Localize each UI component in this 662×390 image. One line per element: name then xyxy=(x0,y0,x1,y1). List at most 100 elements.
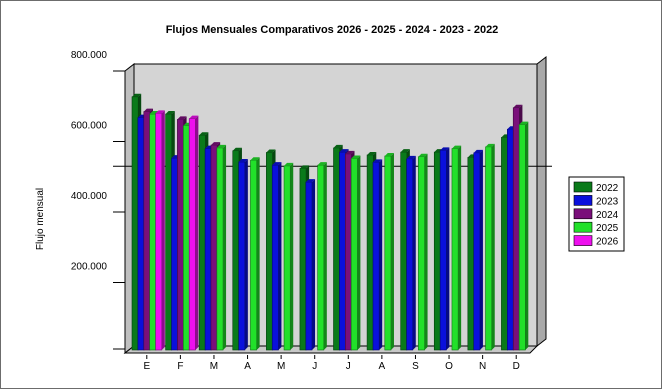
chart-title: Flujos Mensuales Comparativos 2026 - 202… xyxy=(166,24,499,36)
bar-top xyxy=(250,157,260,161)
bar-front xyxy=(439,150,447,351)
bar-2026-F xyxy=(188,115,199,351)
bar-front xyxy=(143,111,151,351)
legend-label-2024: 2024 xyxy=(596,210,619,221)
bar-side xyxy=(491,143,495,350)
bar-2025-M xyxy=(283,162,294,351)
x-tick-label: E xyxy=(143,361,150,372)
bar-top xyxy=(232,147,242,151)
y-axis-label: Flujo mensual xyxy=(35,188,46,250)
right-wall xyxy=(536,55,547,348)
bar-2025-A xyxy=(250,157,260,351)
bar-front xyxy=(406,158,414,351)
bar-top xyxy=(155,110,165,114)
legend-label-2026: 2026 xyxy=(596,237,619,248)
bar-front xyxy=(155,113,163,351)
bar-2023-A xyxy=(372,159,383,351)
bar-top xyxy=(177,116,187,120)
bar-top xyxy=(485,143,495,147)
bar-top xyxy=(238,158,248,162)
bar-front xyxy=(518,124,526,351)
bar-top xyxy=(317,162,327,166)
bar-2025-S xyxy=(418,153,428,351)
bar-side xyxy=(290,162,294,350)
bar-front xyxy=(198,134,206,351)
bar-front xyxy=(485,146,493,351)
bar-side xyxy=(223,144,227,350)
bar-top xyxy=(367,151,377,155)
x-tick-label: S xyxy=(412,361,419,372)
bar-front xyxy=(131,96,139,351)
x-tick-label: A xyxy=(244,361,251,372)
bar-front xyxy=(473,152,481,351)
y-tick-label: 400.000 xyxy=(71,191,108,202)
y-tick-label: 800.000 xyxy=(71,50,108,61)
x-tick-label: F xyxy=(177,361,183,372)
bar-front xyxy=(216,147,224,351)
bar-2023-M xyxy=(271,162,282,351)
x-tick-label: A xyxy=(379,361,386,372)
bar-front xyxy=(433,151,441,351)
bar-front xyxy=(507,128,514,351)
bar-2025-O xyxy=(451,145,462,351)
bar-top xyxy=(384,153,394,157)
legend-label-2022: 2022 xyxy=(596,183,619,194)
bar-2025-A xyxy=(384,153,394,351)
bar-side xyxy=(525,121,529,350)
legend-swatch-2023 xyxy=(573,195,593,206)
bar-top xyxy=(165,111,175,115)
bar-front xyxy=(512,107,520,351)
bar-top xyxy=(345,150,355,154)
bar-front xyxy=(238,161,246,351)
bar-side xyxy=(161,110,165,350)
bar-top xyxy=(272,162,282,166)
bar-side xyxy=(390,153,394,350)
bar-top xyxy=(143,108,153,112)
bar-side xyxy=(278,162,282,350)
bar-2025-J xyxy=(317,162,327,351)
bar-2025-N xyxy=(485,143,495,351)
x-tick-label: M xyxy=(210,361,218,372)
x-tick-label: M xyxy=(277,361,285,372)
bar-front xyxy=(188,118,196,351)
bar-top xyxy=(132,93,142,97)
bar-side xyxy=(244,158,248,350)
bar-2023-J xyxy=(305,179,316,351)
bar-front xyxy=(333,147,340,351)
bar-2023-A xyxy=(238,158,248,351)
bar-front xyxy=(418,156,425,351)
bar-front xyxy=(250,159,257,351)
y-tick-label: 600.000 xyxy=(71,121,108,132)
bar-front xyxy=(182,125,190,351)
bar-top xyxy=(266,149,276,153)
legend-swatch-2024 xyxy=(573,208,593,220)
bar-front xyxy=(317,164,325,351)
bar-2023-S xyxy=(406,155,416,351)
bar-2026-E xyxy=(155,110,165,351)
bar-top xyxy=(406,155,416,159)
bar-top xyxy=(339,149,349,153)
bar-top xyxy=(451,145,462,149)
bar-front xyxy=(266,152,273,351)
bar-front xyxy=(232,150,240,351)
bar-front xyxy=(299,168,307,351)
bar-top xyxy=(473,149,483,153)
bar-front xyxy=(137,117,145,351)
bar-2025-J xyxy=(350,155,361,351)
bar-top xyxy=(513,104,523,108)
bar-side xyxy=(312,179,316,350)
bar-front xyxy=(344,153,352,351)
x-tick-label: N xyxy=(479,361,486,372)
legend-swatch-2025 xyxy=(573,221,593,233)
bar-front xyxy=(210,144,218,351)
bar-front xyxy=(384,155,392,351)
bar-front xyxy=(400,151,408,351)
bar-2023-O xyxy=(439,147,450,351)
bar-top xyxy=(418,153,428,157)
legend-label-2023: 2023 xyxy=(596,196,619,207)
bar-side xyxy=(357,155,361,350)
bar-front xyxy=(171,157,178,351)
y-tick-label: 200.000 xyxy=(71,262,108,273)
